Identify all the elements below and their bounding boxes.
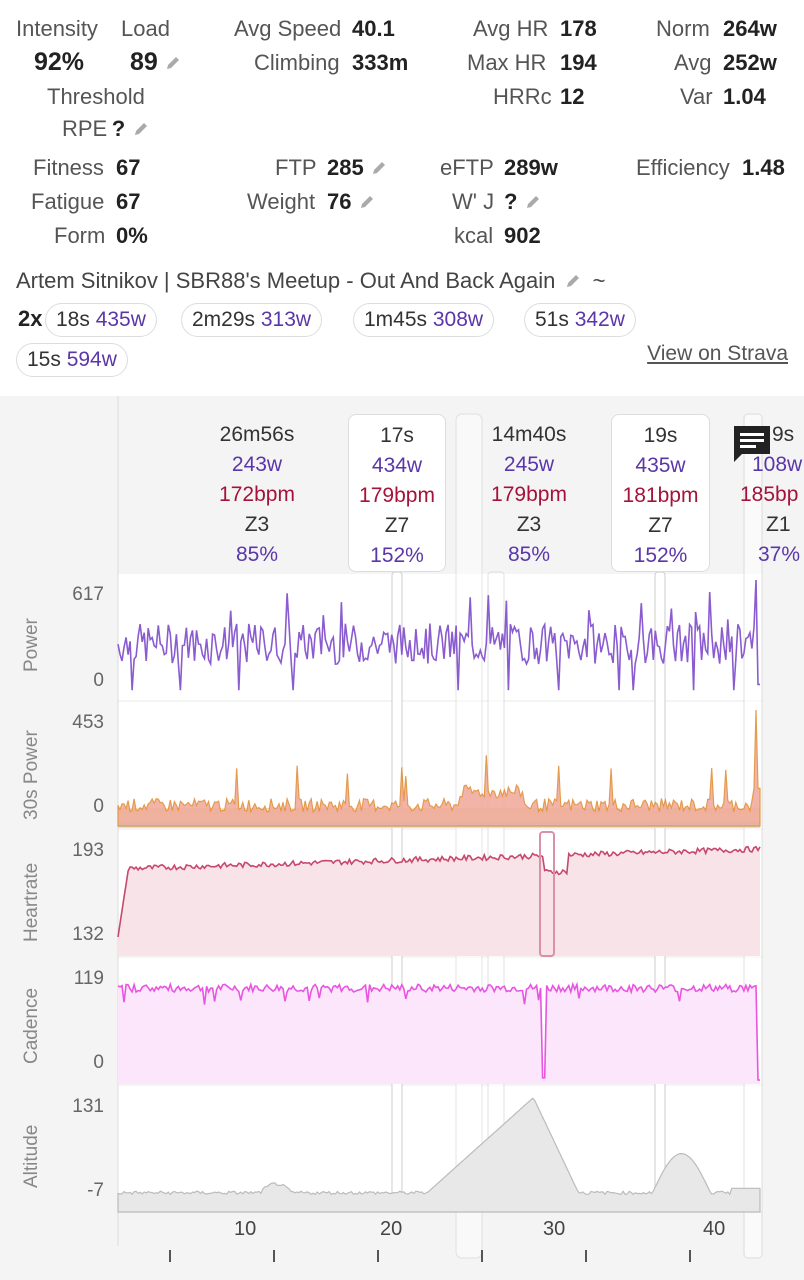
wj-label: W' J bbox=[452, 189, 495, 214]
form-value: 0% bbox=[116, 223, 148, 248]
interval-chip[interactable]: 18s 435w bbox=[45, 303, 157, 337]
wj-value: ? bbox=[504, 189, 518, 214]
interval-summary[interactable]: 17s 434w 179bpm Z7 152% bbox=[348, 414, 446, 572]
interval-chip[interactable]: 51s 342w bbox=[524, 303, 636, 337]
fitness-label: Fitness bbox=[33, 155, 104, 180]
pencil-icon[interactable] bbox=[133, 121, 149, 137]
interval-summary[interactable]: 19s 435w 181bpm Z7 152% bbox=[611, 414, 710, 572]
activity-tilde: ~ bbox=[592, 268, 606, 293]
pencil-icon[interactable] bbox=[359, 194, 375, 210]
eftp-value: 289w bbox=[504, 155, 558, 180]
ftp-field[interactable]: 285 bbox=[327, 155, 387, 181]
x-tick: 40 bbox=[703, 1218, 726, 1240]
climbing-label: Climbing bbox=[254, 50, 340, 75]
eftp-label: eFTP bbox=[440, 155, 494, 180]
repeat-count: 2x bbox=[18, 306, 43, 331]
wj-field[interactable]: ? bbox=[504, 189, 541, 215]
power-max-tick: 617 bbox=[72, 584, 104, 605]
comment-icon[interactable] bbox=[732, 424, 772, 464]
efficiency-value: 1.48 bbox=[742, 155, 785, 180]
power-trace bbox=[117, 579, 760, 691]
max-hr-label: Max HR bbox=[467, 50, 547, 75]
form-label: Form bbox=[54, 223, 106, 248]
max-hr-value: 194 bbox=[560, 50, 597, 75]
intensity-value: 92% bbox=[34, 48, 85, 76]
power30-max-tick: 453 bbox=[72, 712, 104, 733]
heartrate-trace bbox=[117, 845, 761, 938]
weight-field[interactable]: 76 bbox=[327, 189, 375, 215]
kcal-label: kcal bbox=[454, 223, 494, 248]
avg-speed-label: Avg Speed bbox=[234, 16, 342, 41]
altitude-min-tick: -7 bbox=[87, 1180, 104, 1201]
heartrate-max-tick: 193 bbox=[72, 840, 104, 861]
avg-value: 252w bbox=[723, 50, 777, 75]
interval-summary[interactable]: 26m56s 243w 172bpm Z3 85% bbox=[219, 423, 295, 566]
efficiency-label: Efficiency bbox=[636, 155, 730, 180]
load-label: Load bbox=[121, 16, 170, 41]
heartrate-min-tick: 132 bbox=[72, 924, 104, 945]
altitude-axis-label: Altitude bbox=[21, 1124, 42, 1188]
threshold-label: Threshold bbox=[47, 84, 145, 109]
avg-speed-value: 40.1 bbox=[352, 16, 395, 41]
cadence-min-tick: 0 bbox=[93, 1052, 104, 1073]
kcal-value: 902 bbox=[504, 223, 541, 248]
power30-axis-label: 30s Power bbox=[21, 730, 42, 820]
avg-hr-label: Avg HR bbox=[473, 16, 549, 41]
climbing-value: 333m bbox=[352, 50, 409, 75]
avg-hr-value: 178 bbox=[560, 16, 597, 41]
x-tick: 30 bbox=[543, 1218, 566, 1240]
interval-chip[interactable]: 15s 594w bbox=[16, 343, 128, 377]
pencil-icon[interactable] bbox=[371, 160, 387, 176]
interval-chip[interactable]: 2m29s 313w bbox=[181, 303, 323, 337]
altitude-trace bbox=[117, 1097, 761, 1213]
fatigue-value: 67 bbox=[116, 189, 141, 214]
interval-summary[interactable]: 14m40s 245w 179bpm Z3 85% bbox=[491, 423, 567, 566]
chart-area[interactable]: 26m56s 243w 172bpm Z3 85% 17s 434w 179bpm Z7 152… bbox=[0, 396, 804, 1280]
activity-title-row[interactable]: Artem Sitnikov | SBR88's Meetup - Out An… bbox=[16, 268, 606, 294]
weight-value: 76 bbox=[327, 189, 352, 214]
power-axis-label: Power bbox=[21, 618, 42, 672]
fatigue-label: Fatigue bbox=[31, 189, 105, 214]
heartrate-axis-label: Heartrate bbox=[21, 862, 42, 942]
interval-summary[interactable]: 9s 108w 185bp Z1 37% bbox=[740, 423, 803, 566]
cadence-trace bbox=[117, 981, 760, 1081]
rpe-value: ? bbox=[111, 116, 126, 141]
load-field[interactable]: 89 bbox=[130, 48, 181, 77]
norm-label: Norm bbox=[656, 16, 710, 41]
heartrate-fill bbox=[118, 846, 760, 956]
avg-label: Avg bbox=[674, 50, 712, 75]
ftp-value: 285 bbox=[327, 155, 364, 180]
cadence-max-tick: 119 bbox=[73, 968, 104, 989]
x-tick: 10 bbox=[234, 1218, 257, 1240]
activity-charts[interactable] bbox=[0, 396, 804, 1280]
rpe-field[interactable]: RPE ? bbox=[62, 116, 149, 142]
activity-title: Artem Sitnikov | SBR88's Meetup - Out An… bbox=[16, 268, 556, 293]
power30-min-tick: 0 bbox=[93, 796, 104, 817]
cadence-axis-label: Cadence bbox=[21, 987, 42, 1064]
x-tick: 20 bbox=[380, 1218, 403, 1240]
intensity-label: Intensity bbox=[16, 16, 98, 41]
rpe-label: RPE bbox=[62, 116, 108, 141]
pencil-icon[interactable] bbox=[165, 55, 181, 71]
hrrc-label: HRRc bbox=[493, 84, 552, 109]
interval-chip[interactable]: 1m45s 308w bbox=[353, 303, 495, 337]
weight-label: Weight bbox=[247, 189, 316, 214]
view-on-strava-link[interactable]: View on Strava bbox=[647, 342, 788, 365]
cadence-fill bbox=[118, 984, 760, 1084]
power30-trace bbox=[117, 709, 761, 827]
power-min-tick: 0 bbox=[93, 670, 104, 691]
norm-value: 264w bbox=[723, 16, 777, 41]
pencil-icon[interactable] bbox=[525, 194, 541, 210]
load-value: 89 bbox=[130, 48, 158, 76]
ftp-label: FTP bbox=[275, 155, 317, 180]
var-value: 1.04 bbox=[723, 84, 766, 109]
var-label: Var bbox=[680, 84, 713, 109]
pencil-icon[interactable] bbox=[565, 273, 581, 289]
hrrc-value: 12 bbox=[560, 84, 585, 109]
altitude-max-tick: 131 bbox=[72, 1096, 104, 1117]
fitness-value: 67 bbox=[116, 155, 141, 180]
